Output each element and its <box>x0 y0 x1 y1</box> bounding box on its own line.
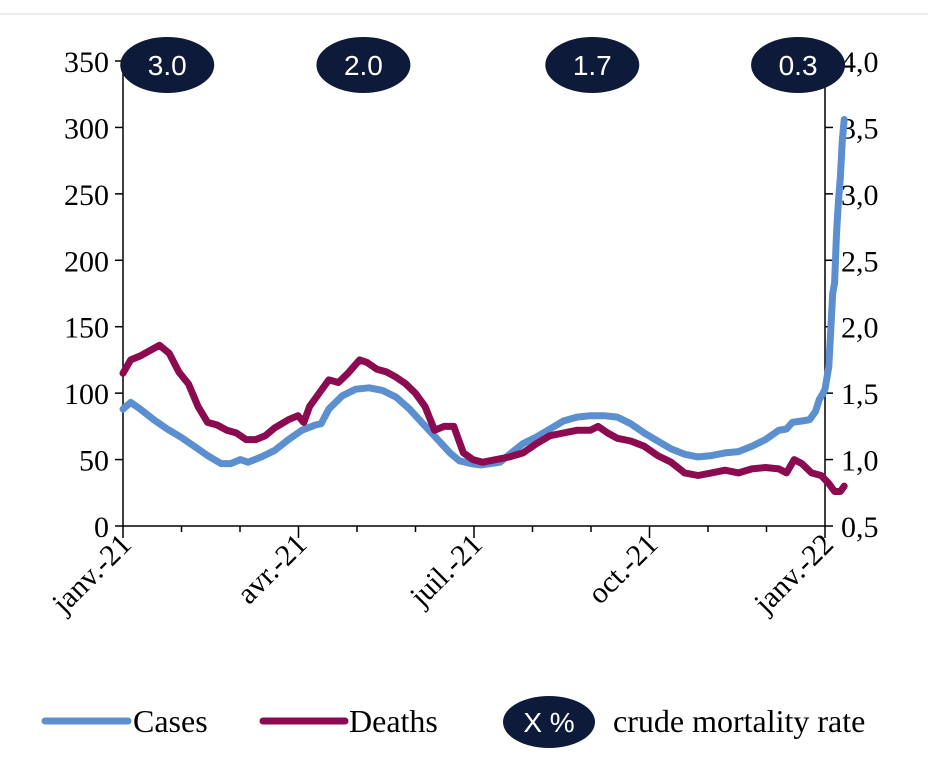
left-tick-label: 50 <box>79 445 109 478</box>
left-tick-label: 250 <box>64 179 109 212</box>
x-tick-label: juil.-21 <box>403 528 489 614</box>
legend-bubble-text: X % <box>523 707 574 738</box>
bubble-shape <box>545 37 640 93</box>
legend-mortality-label: crude mortality rate <box>613 703 865 739</box>
x-tick-label: janv.-21 <box>45 528 138 621</box>
x-tick-label: oct.-21 <box>582 528 665 611</box>
x-axis: janv.-21 avr.-21 juil.-21 oct.-21 janv.-22 <box>45 525 840 621</box>
series-line-cases <box>119 116 848 469</box>
mortality-rate-bubble: 1.7 <box>545 37 640 93</box>
legend-deaths-label: Deaths <box>349 703 438 739</box>
bubble-value: 2.0 <box>344 50 383 81</box>
bubble-shape <box>316 37 411 93</box>
bubble-value: 1.7 <box>573 50 612 81</box>
legend-bubble <box>503 696 595 748</box>
x-tick-label: avr.-21 <box>231 528 314 611</box>
mortality-rate-bubble: 3.0 <box>120 37 215 93</box>
right-tick-label: 2,0 <box>841 312 879 345</box>
right-tick-label: 3,0 <box>841 179 879 212</box>
mortality-rate-bubbles: 3.0 2.0 1.7 0.3 <box>120 37 846 93</box>
bubble-shape <box>751 37 846 93</box>
x-tick-label: janv.-22 <box>747 528 840 621</box>
right-tick-label: 1,5 <box>841 378 879 411</box>
bubble-value: 0.3 <box>779 50 818 81</box>
mortality-rate-bubble: 2.0 <box>316 37 411 93</box>
legend-cases-label: Cases <box>133 703 208 739</box>
series-layer <box>119 116 848 495</box>
mortality-rate-bubble: 0.3 <box>751 37 846 93</box>
right-tick-label: 4,0 <box>841 46 879 79</box>
plot-area: 0 50 100 150 200 250 300 350 0,5 1,0 1,5 2,0 2,5 3,0… <box>0 13 928 621</box>
right-tick-label: 2,5 <box>841 245 879 278</box>
left-tick-label: 0 <box>94 511 109 544</box>
left-tick-label: 350 <box>64 46 109 79</box>
left-tick-label: 100 <box>64 378 109 411</box>
left-tick-label: 150 <box>64 312 109 345</box>
right-tick-label: 1,0 <box>841 445 879 478</box>
right-tick-label: 0,5 <box>841 511 879 544</box>
bubble-shape <box>120 37 215 93</box>
series-line-deaths <box>119 341 848 495</box>
bubble-value: 3.0 <box>148 50 187 81</box>
legend: Cases Deaths X % crude mortality rate <box>41 696 865 748</box>
left-tick-label: 200 <box>64 245 109 278</box>
left-y-axis: 0 50 100 150 200 250 300 350 <box>64 46 124 544</box>
left-tick-label: 300 <box>64 112 109 145</box>
